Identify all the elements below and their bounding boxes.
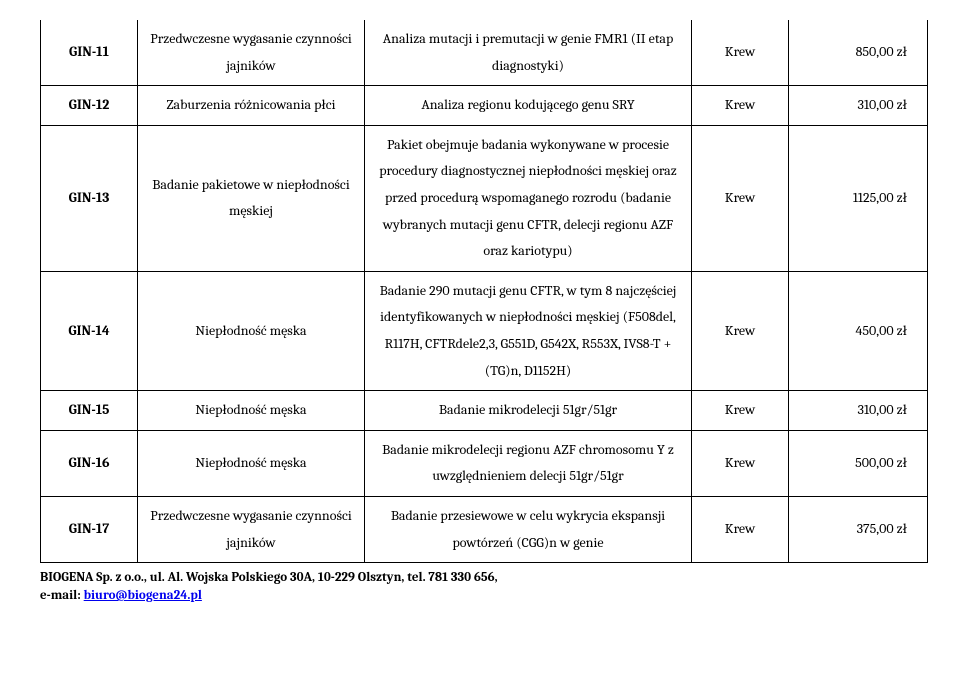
cell-material: Krew: [692, 496, 789, 562]
cell-material: Krew: [692, 86, 789, 126]
cell-code: GIN-16: [41, 430, 138, 496]
cell-name: Badanie pakietowe w niepłodności męskiej: [138, 125, 365, 271]
footer-email-prefix: e-mail:: [40, 588, 84, 603]
table-row: GIN-15Niepłodność męskaBadanie mikrodele…: [41, 391, 928, 431]
cell-description: Pakiet obejmuje badania wykonywane w pro…: [365, 125, 692, 271]
cell-code: GIN-14: [41, 271, 138, 390]
table-row: GIN-14Niepłodność męskaBadanie 290 mutac…: [41, 271, 928, 390]
cell-name: Przedwczesne wygasanie czynności jajnikó…: [138, 20, 365, 86]
cell-price: 1125,00 zł: [789, 125, 928, 271]
cell-price: 375,00 zł: [789, 496, 928, 562]
table-row: GIN-13Badanie pakietowe w niepłodności m…: [41, 125, 928, 271]
cell-price: 850,00 zł: [789, 20, 928, 86]
cell-name: Zaburzenia różnicowania płci: [138, 86, 365, 126]
cell-code: GIN-15: [41, 391, 138, 431]
table-row: GIN-17Przedwczesne wygasanie czynności j…: [41, 496, 928, 562]
footer-line1: BIOGENA Sp. z o.o., ul. Al. Wojska Polsk…: [40, 570, 498, 585]
cell-code: GIN-11: [41, 20, 138, 86]
table-row: GIN-16Niepłodność męskaBadanie mikrodele…: [41, 430, 928, 496]
cell-name: Niepłodność męska: [138, 271, 365, 390]
cell-price: 310,00 zł: [789, 391, 928, 431]
cell-name: Niepłodność męska: [138, 430, 365, 496]
cell-material: Krew: [692, 391, 789, 431]
pricing-table: GIN-11Przedwczesne wygasanie czynności j…: [40, 20, 928, 563]
cell-code: GIN-13: [41, 125, 138, 271]
cell-description: Badanie mikrodelecji regionu AZF chromos…: [365, 430, 692, 496]
cell-material: Krew: [692, 430, 789, 496]
cell-price: 500,00 zł: [789, 430, 928, 496]
cell-code: GIN-12: [41, 86, 138, 126]
cell-price: 310,00 zł: [789, 86, 928, 126]
cell-material: Krew: [692, 20, 789, 86]
cell-description: Analiza regionu kodującego genu SRY: [365, 86, 692, 126]
cell-code: GIN-17: [41, 496, 138, 562]
page-footer: BIOGENA Sp. z o.o., ul. Al. Wojska Polsk…: [40, 569, 920, 605]
cell-description: Badanie 290 mutacji genu CFTR, w tym 8 n…: [365, 271, 692, 390]
footer-email-link[interactable]: biuro@biogena24.pl: [84, 588, 202, 603]
cell-description: Badanie przesiewowe w celu wykrycia eksp…: [365, 496, 692, 562]
cell-price: 450,00 zł: [789, 271, 928, 390]
table-row: GIN-11Przedwczesne wygasanie czynności j…: [41, 20, 928, 86]
cell-name: Przedwczesne wygasanie czynności jajnikó…: [138, 496, 365, 562]
cell-material: Krew: [692, 125, 789, 271]
table-row: GIN-12Zaburzenia różnicowania płciAnaliz…: [41, 86, 928, 126]
cell-description: Analiza mutacji i premutacji w genie FMR…: [365, 20, 692, 86]
cell-description: Badanie mikrodelecji 51gr/51gr: [365, 391, 692, 431]
cell-name: Niepłodność męska: [138, 391, 365, 431]
table-body: GIN-11Przedwczesne wygasanie czynności j…: [41, 20, 928, 563]
cell-material: Krew: [692, 271, 789, 390]
